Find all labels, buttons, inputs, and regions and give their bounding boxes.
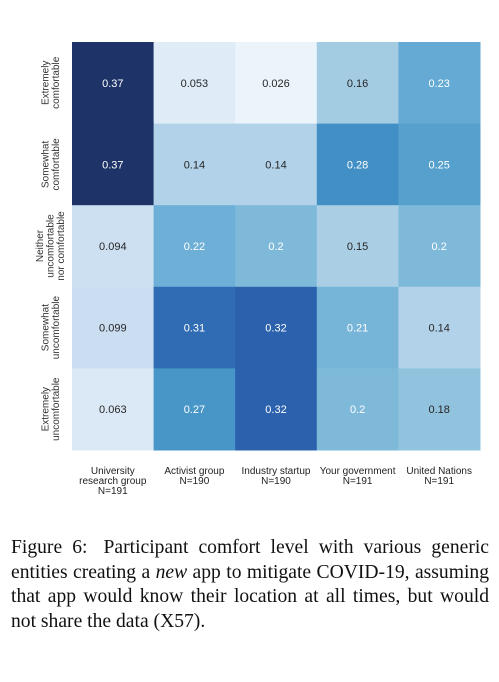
cell-value-label: 0.053 <box>181 78 209 90</box>
heatmap-cell <box>316 42 399 125</box>
column-label-line: Activist group <box>164 466 224 477</box>
column-label: Activist group N=190 <box>164 466 224 487</box>
heatmap-cell <box>316 286 399 369</box>
cell-value-label: 0.063 <box>99 404 127 416</box>
cell-value-label: 0.31 <box>184 323 205 335</box>
heatmap-cell <box>235 286 318 369</box>
cell-value-label: 0.37 <box>102 78 123 90</box>
cell-value-label: 0.026 <box>262 78 290 90</box>
row-label-line: Extremely <box>40 61 51 105</box>
heatmap-chart: 0.37 0.053 0.026 0.16 0.23 0.37 0.14 0.14 0.28 0.… <box>35 42 481 497</box>
heatmap-cell <box>72 286 155 369</box>
heatmap-cell <box>153 123 236 206</box>
row-label-line: Somewhat <box>40 141 51 188</box>
cell-value-label: 0.22 <box>184 241 205 253</box>
caption-label: Figure 6: <box>11 537 88 558</box>
heatmap-cell <box>72 368 155 451</box>
column-label: Your government N=191 <box>320 466 396 487</box>
heatmap-cells: 0.37 0.053 0.026 0.16 0.23 0.37 0.14 0.14 0.28 0.… <box>72 42 481 451</box>
heatmap-cell <box>153 286 236 369</box>
cell-value-label: 0.23 <box>428 78 449 90</box>
heatmap-cell <box>72 123 155 206</box>
caption-text-after: app to mitigate COVID-19, assuming that … <box>11 561 489 632</box>
column-label: United Nations N=191 <box>406 466 472 487</box>
heatmap-cell <box>235 368 318 451</box>
row-label-line: comfortable <box>51 138 62 191</box>
cell-value-label: 0.2 <box>350 404 365 416</box>
cell-value-label: 0.14 <box>184 159 205 171</box>
row-label: Extremelyuncomfortable <box>40 377 62 441</box>
cell-value-label: 0.16 <box>347 78 368 90</box>
heatmap-cell <box>153 42 236 125</box>
column-label-line: N=191 <box>98 486 128 497</box>
row-label-line: comfortable <box>51 56 62 109</box>
figure-caption: Figure 6: Participant comfort level with… <box>11 536 489 634</box>
cell-value-label: 0.2 <box>432 241 447 253</box>
row-label-line: Somewhat <box>40 304 51 351</box>
row-label-line: uncomfortable <box>51 295 62 359</box>
heatmap-cell <box>72 205 155 288</box>
column-label-line: Your government <box>320 466 396 477</box>
heatmap-cell <box>235 205 318 288</box>
cell-value-label: 0.14 <box>265 159 286 171</box>
cell-value-label: 0.2 <box>268 241 283 253</box>
column-label-line: research group <box>79 476 147 487</box>
cell-value-label: 0.15 <box>347 241 368 253</box>
cell-value-label: 0.094 <box>99 241 127 253</box>
column-label: Industry startup N=190 <box>242 466 311 487</box>
column-label-line: N=191 <box>343 476 373 487</box>
column-label-line: N=190 <box>261 476 291 487</box>
heatmap-cell <box>72 42 155 125</box>
heatmap-cell <box>316 368 399 451</box>
cell-value-label: 0.32 <box>265 323 286 335</box>
cell-value-label: 0.37 <box>102 159 123 171</box>
column-label-line: United Nations <box>406 466 472 477</box>
row-label-line: nor comfortable <box>56 211 67 281</box>
cell-value-label: 0.27 <box>184 404 205 416</box>
row-label: Neitheruncomfortablenor comfortable <box>35 211 67 281</box>
caption-text-before: Participant comfort level with various g… <box>11 537 489 583</box>
heatmap-cell <box>398 368 481 451</box>
heatmap-cell <box>398 286 481 369</box>
cell-value-label: 0.32 <box>265 404 286 416</box>
row-labels: ExtremelycomfortableSomewhatcomfortableN… <box>35 56 67 441</box>
row-label-line: Neither <box>35 229 46 262</box>
heatmap-cell <box>398 42 481 125</box>
row-label-line: uncomfortable <box>51 377 62 441</box>
column-label: University research group N=191 <box>79 466 147 497</box>
row-label-line: Extremely <box>40 387 51 431</box>
row-label-line: uncomfortable <box>46 214 57 278</box>
heatmap-cell <box>316 123 399 206</box>
heatmap-cell <box>398 205 481 288</box>
row-label: Somewhatuncomfortable <box>40 295 62 359</box>
cell-value-label: 0.18 <box>428 404 449 416</box>
heatmap-cell <box>235 42 318 125</box>
cell-value-label: 0.099 <box>99 323 127 335</box>
cell-value-label: 0.21 <box>347 323 368 335</box>
heatmap-cell <box>153 205 236 288</box>
row-label: Somewhatcomfortable <box>40 138 62 191</box>
cell-value-label: 0.28 <box>347 159 368 171</box>
caption-emphasis: new <box>155 561 188 583</box>
column-label-line: University <box>91 466 135 477</box>
column-label-line: N=191 <box>424 476 454 487</box>
heatmap-cell <box>398 123 481 206</box>
heatmap-cell <box>316 205 399 288</box>
row-label: Extremelycomfortable <box>40 56 62 109</box>
heatmap-cell <box>235 123 318 206</box>
heatmap-cell <box>153 368 236 451</box>
cell-value-label: 0.25 <box>428 159 449 171</box>
cell-value-label: 0.14 <box>428 323 449 335</box>
column-label-line: N=190 <box>180 476 210 487</box>
column-label-line: Industry startup <box>242 466 311 477</box>
